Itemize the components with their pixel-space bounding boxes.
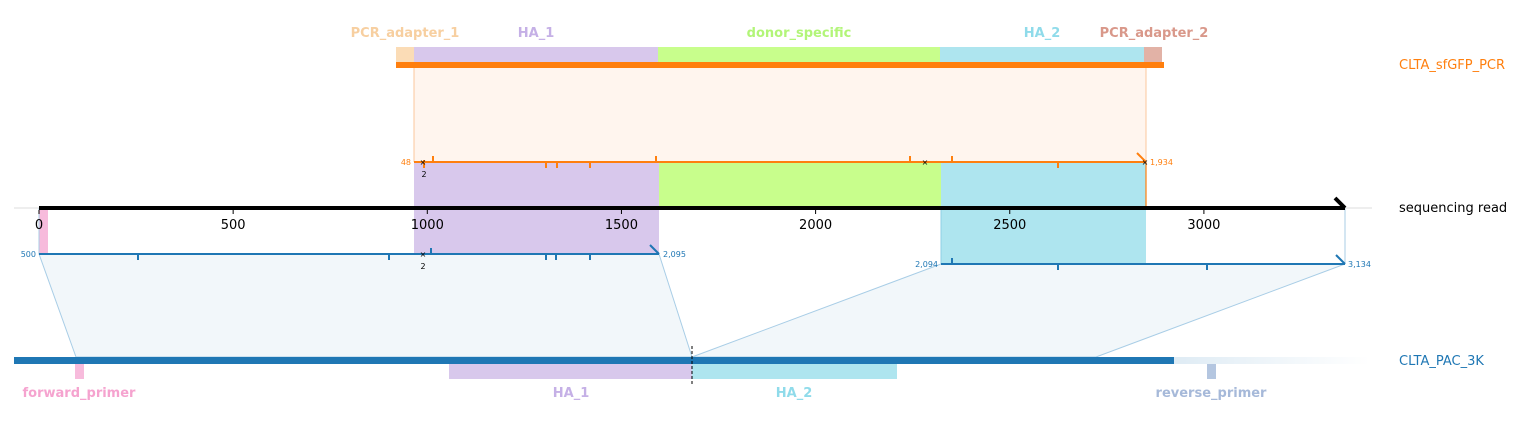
pcr-product-track: PCR_adapter_1 HA_1 donor_specific HA_2 P… — [351, 26, 1505, 73]
ref-feature-forward-block — [75, 364, 84, 379]
ref-right-alignment-shade — [691, 263, 1346, 358]
pcr-backbone — [396, 62, 1164, 68]
read-axis-arrowhead — [1333, 196, 1347, 210]
read-region-donor — [659, 162, 941, 208]
pcr-alignment-start: 48 — [401, 158, 411, 167]
pcr-feature-ha2-block — [940, 47, 1144, 63]
read-axis-tick-label-4: 2000 — [799, 218, 832, 233]
pcr-alignment-shade — [414, 68, 1146, 162]
ref-feature-label-forward: forward_primer — [23, 386, 137, 401]
pcr-feature-label-adapter2: PCR_adapter_2 — [1100, 26, 1209, 41]
read-region-ha2-lower — [941, 208, 1146, 264]
ref-left-start: 500 — [21, 250, 36, 259]
read-axis-tick-label-0: 0 — [35, 218, 43, 233]
pcr-feature-donor-block — [658, 47, 940, 63]
pcr-feature-adapter2-block — [1144, 47, 1162, 63]
pcr-mismatch-count: 2 — [421, 170, 426, 179]
pcr-alignment-end: 1,934 — [1150, 158, 1173, 167]
ref-left-mismatch-count: 2 — [420, 262, 425, 271]
reference-alignment: × 500 2,095 2 2,094 3,134 — [21, 208, 1371, 358]
read-axis-tick-label-5: 2500 — [993, 218, 1026, 233]
ref-feature-reverse-block — [1207, 364, 1216, 379]
pcr-feature-ha1-block — [414, 47, 658, 63]
read-track-name: sequencing read — [1399, 201, 1507, 216]
read-axis-tick-label-1: 500 — [221, 218, 246, 233]
read-axis: 0 500 1000 1500 2000 2500 3000 sequencing read — [14, 196, 1507, 233]
ref-feature-ha2-block — [692, 364, 897, 379]
ref-feature-label-ha1: HA_1 — [553, 386, 590, 401]
read-region-forward-primer — [39, 208, 48, 254]
pcr-feature-label-adapter1: PCR_adapter_1 — [351, 26, 460, 41]
ref-feature-label-ha2: HA_2 — [776, 386, 813, 401]
pcr-feature-label-ha2: HA_2 — [1024, 26, 1061, 41]
ref-left-end: 2,095 — [663, 250, 686, 259]
read-region-ha1-lower — [414, 208, 659, 254]
pcr-mismatch-marker: × — [922, 158, 929, 167]
ref-left-mismatch-marker: × — [420, 250, 427, 259]
read-axis-tick-label-2: 1000 — [411, 218, 444, 233]
ref-right-end: 3,134 — [1348, 260, 1371, 269]
ref-feature-ha1-block — [449, 364, 692, 379]
pcr-track-name: CLTA_sfGFP_PCR — [1399, 58, 1505, 73]
pcr-end-mismatch-marker: × — [1142, 158, 1149, 167]
pcr-alignment: × × × 48 1,934 2 — [401, 68, 1173, 208]
pcr-feature-adapter1-block — [396, 47, 414, 63]
ref-feature-label-reverse: reverse_primer — [1156, 386, 1268, 401]
ref-right-start: 2,094 — [915, 260, 938, 269]
reference-track: forward_primer HA_1 HA_2 reverse_primer … — [14, 346, 1484, 401]
ref-track-name: CLTA_PAC_3K — [1399, 354, 1484, 369]
read-region-ha2 — [941, 162, 1146, 208]
read-axis-tick-label-6: 3000 — [1187, 218, 1220, 233]
pcr-feature-label-donor: donor_specific — [747, 26, 852, 41]
pcr-feature-label-ha1: HA_1 — [518, 26, 555, 41]
ref-left-alignment-shade — [38, 253, 693, 358]
pcr-start-mismatch-marker: × — [420, 158, 427, 167]
read-region-ha1 — [414, 162, 659, 208]
read-axis-tick-label-3: 1500 — [605, 218, 638, 233]
